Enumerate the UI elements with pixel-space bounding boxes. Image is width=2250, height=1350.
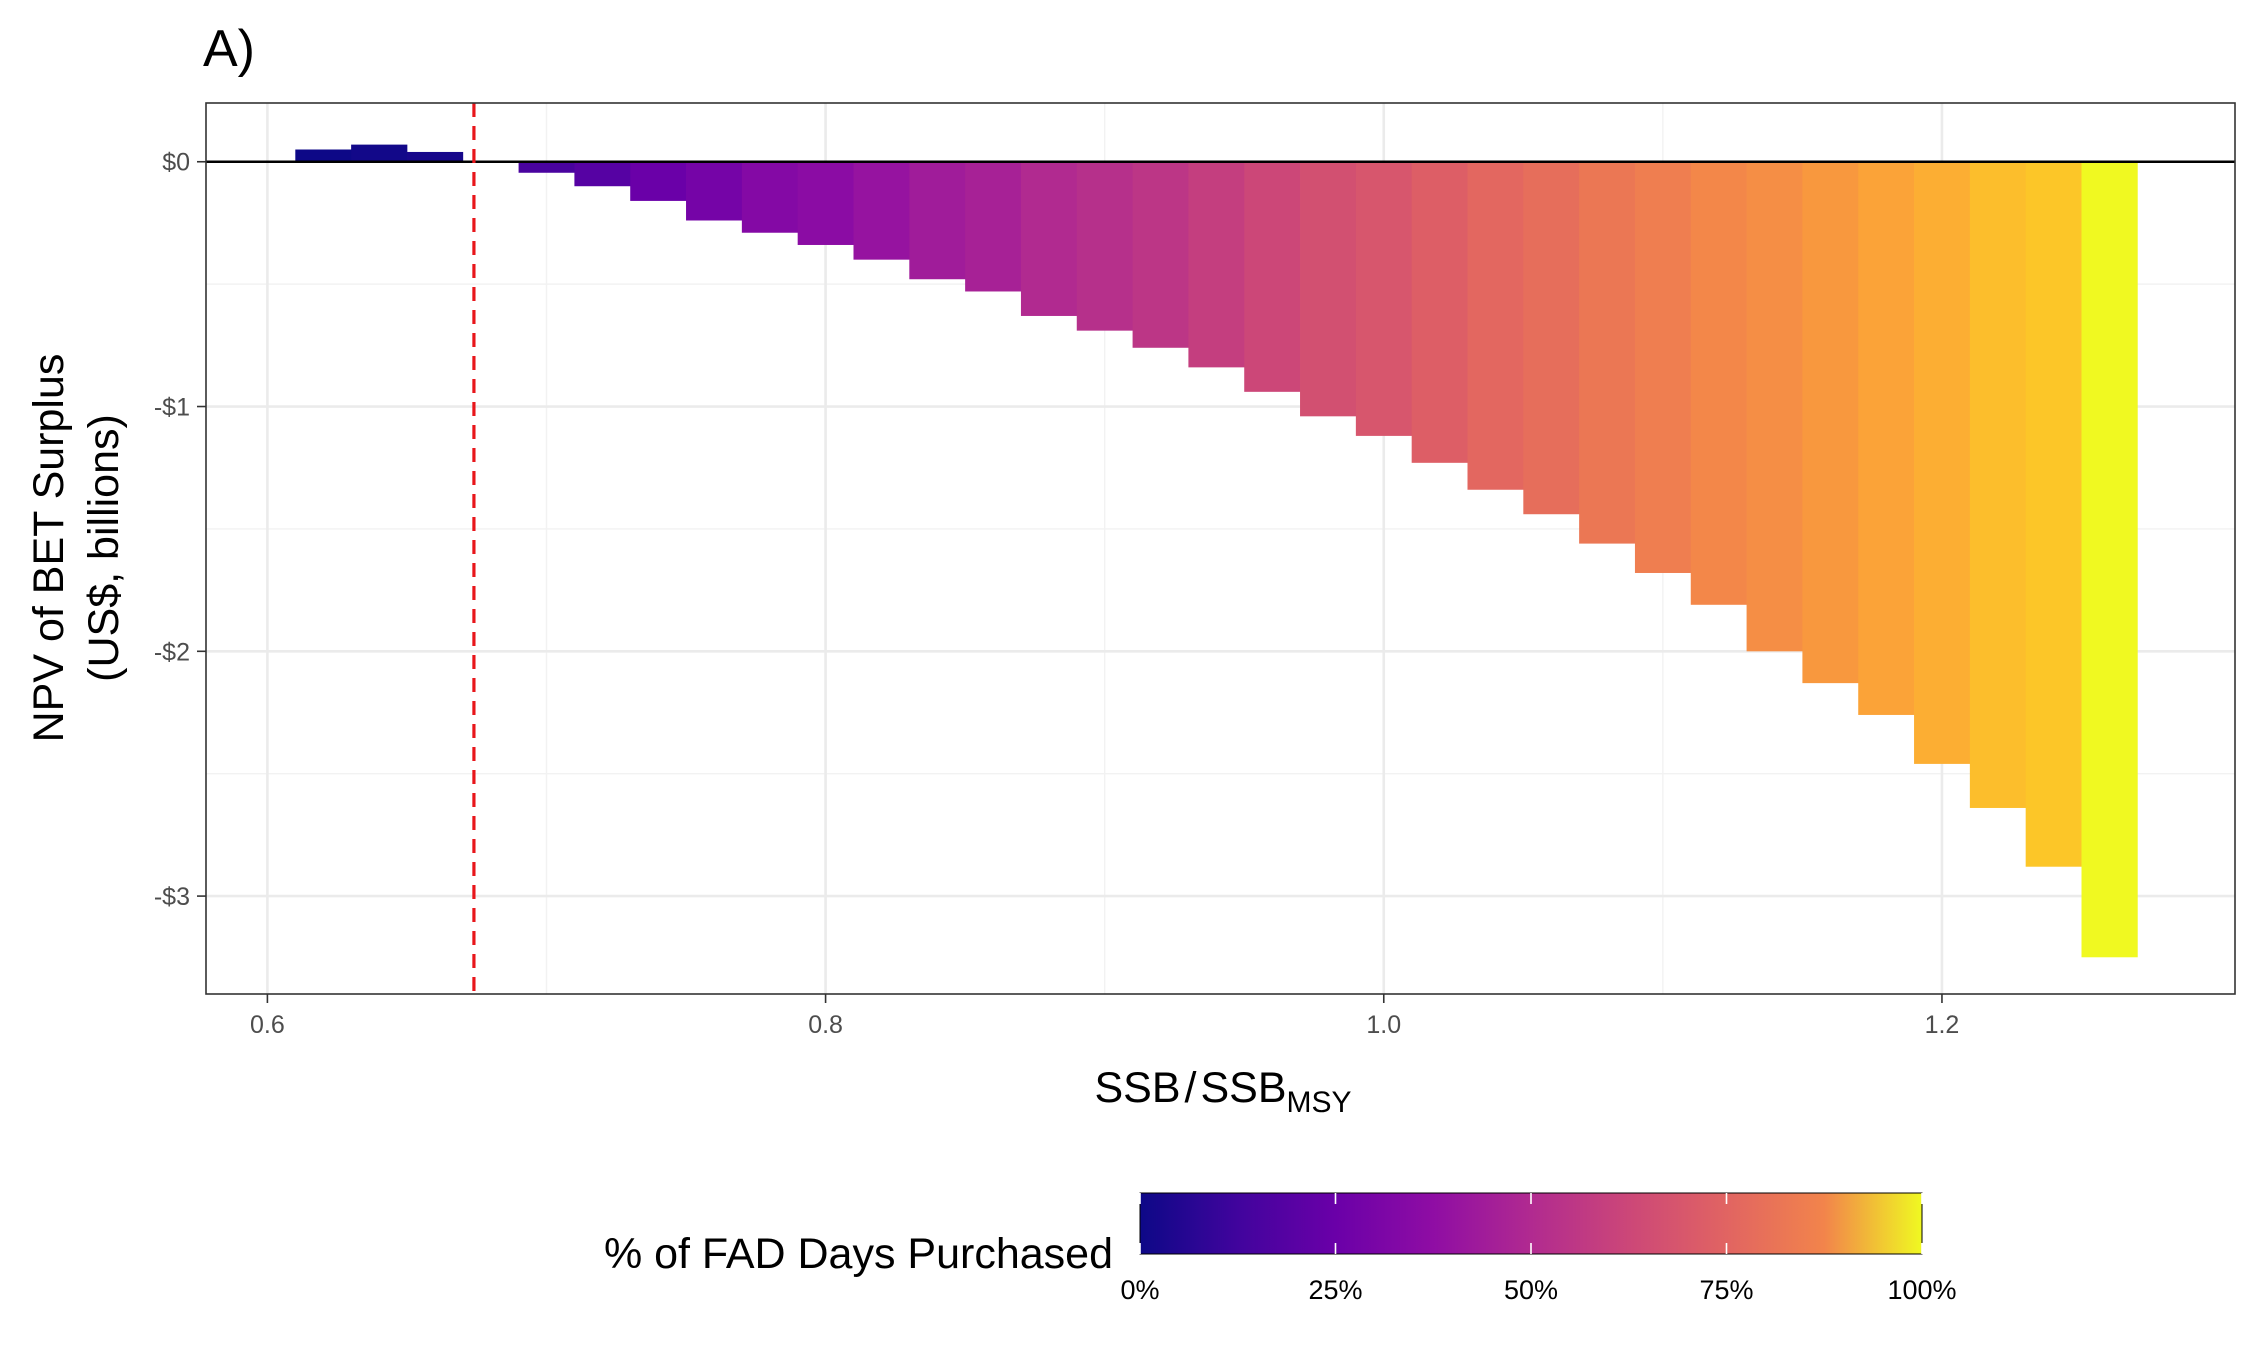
bar-5 <box>574 161 631 187</box>
bar-6 <box>630 161 687 201</box>
bar-14 <box>1076 161 1133 331</box>
bar-18 <box>1300 161 1357 417</box>
bar-15 <box>1132 161 1189 348</box>
y-axis-title-line1: NPV of BET Surplus <box>25 354 73 743</box>
bar-23 <box>1579 161 1636 544</box>
bar-31 <box>2025 161 2082 867</box>
legend-tick-label-2: 50% <box>1504 1275 1558 1305</box>
bar-22 <box>1523 161 1580 515</box>
panel-label: A) <box>203 20 255 78</box>
x-axis-title-main: SSB <box>1094 1064 1180 1112</box>
bar-16 <box>1188 161 1245 368</box>
bar-8 <box>741 161 799 233</box>
bar-32 <box>2081 161 2138 958</box>
bar-4 <box>518 161 575 173</box>
bar-26 <box>1746 161 1803 652</box>
bar-29 <box>1914 161 1971 764</box>
legend-title: % of FAD Days Purchased <box>604 1230 1113 1278</box>
x-axis-ticks: 0.6 0.8 1.0 1.2 <box>250 994 1959 1039</box>
bar-12 <box>965 161 1022 292</box>
bar-24 <box>1634 161 1692 573</box>
bar-2 <box>406 151 464 162</box>
y-axis-ticks: $0 -$1 -$2 -$3 <box>154 149 206 911</box>
bar-20 <box>1411 161 1468 463</box>
x-axis-title: SSB/SSBMSY <box>1094 1064 1351 1119</box>
bar-9 <box>797 161 854 245</box>
y-tick-label-1: -$1 <box>154 394 190 422</box>
legend-tick-label-0: 0% <box>1120 1275 1159 1305</box>
bar-7 <box>686 161 743 221</box>
bar-0 <box>295 149 352 162</box>
bar-30 <box>1969 161 2027 808</box>
x-tick-label-2: 1.0 <box>1366 1011 1401 1039</box>
x-axis-title-sub: MSY <box>1287 1086 1352 1119</box>
bar-28 <box>1858 161 1915 715</box>
legend-tick-label-3: 75% <box>1699 1275 1753 1305</box>
bar-10 <box>853 161 910 260</box>
legend-ticks: 0% 25% 50% 75% 100% <box>1120 1193 1957 1305</box>
legend-tick-label-4: 100% <box>1887 1275 1956 1305</box>
x-axis-title-denom: SSB <box>1200 1064 1286 1112</box>
y-axis-title-line2: (US$, billions) <box>80 414 128 682</box>
bar-13 <box>1020 161 1078 316</box>
y-tick-label-0: $0 <box>162 149 190 177</box>
plot-border <box>205 102 2236 995</box>
y-axis-title: NPV of BET Surplus (US$, billions) <box>25 354 128 743</box>
x-tick-label-3: 1.2 <box>1925 1011 1960 1039</box>
bar-27 <box>1802 161 1859 684</box>
bars <box>295 144 2138 958</box>
y-tick-label-3: -$3 <box>154 883 190 911</box>
x-tick-label-0: 0.6 <box>250 1011 285 1039</box>
bar-25 <box>1690 161 1747 605</box>
legend-tick-label-1: 25% <box>1308 1275 1362 1305</box>
bar-11 <box>909 161 966 280</box>
bar-19 <box>1355 161 1413 436</box>
x-tick-label-1: 0.8 <box>808 1011 843 1039</box>
x-axis-title-sep: / <box>1185 1064 1197 1112</box>
bar-21 <box>1467 161 1524 490</box>
y-tick-label-2: -$2 <box>154 638 190 666</box>
bar-17 <box>1244 161 1301 392</box>
legend: % of FAD Days Purchased 0% 25% 50% 75% 100% <box>604 1192 1957 1305</box>
bar-1 <box>351 144 408 162</box>
